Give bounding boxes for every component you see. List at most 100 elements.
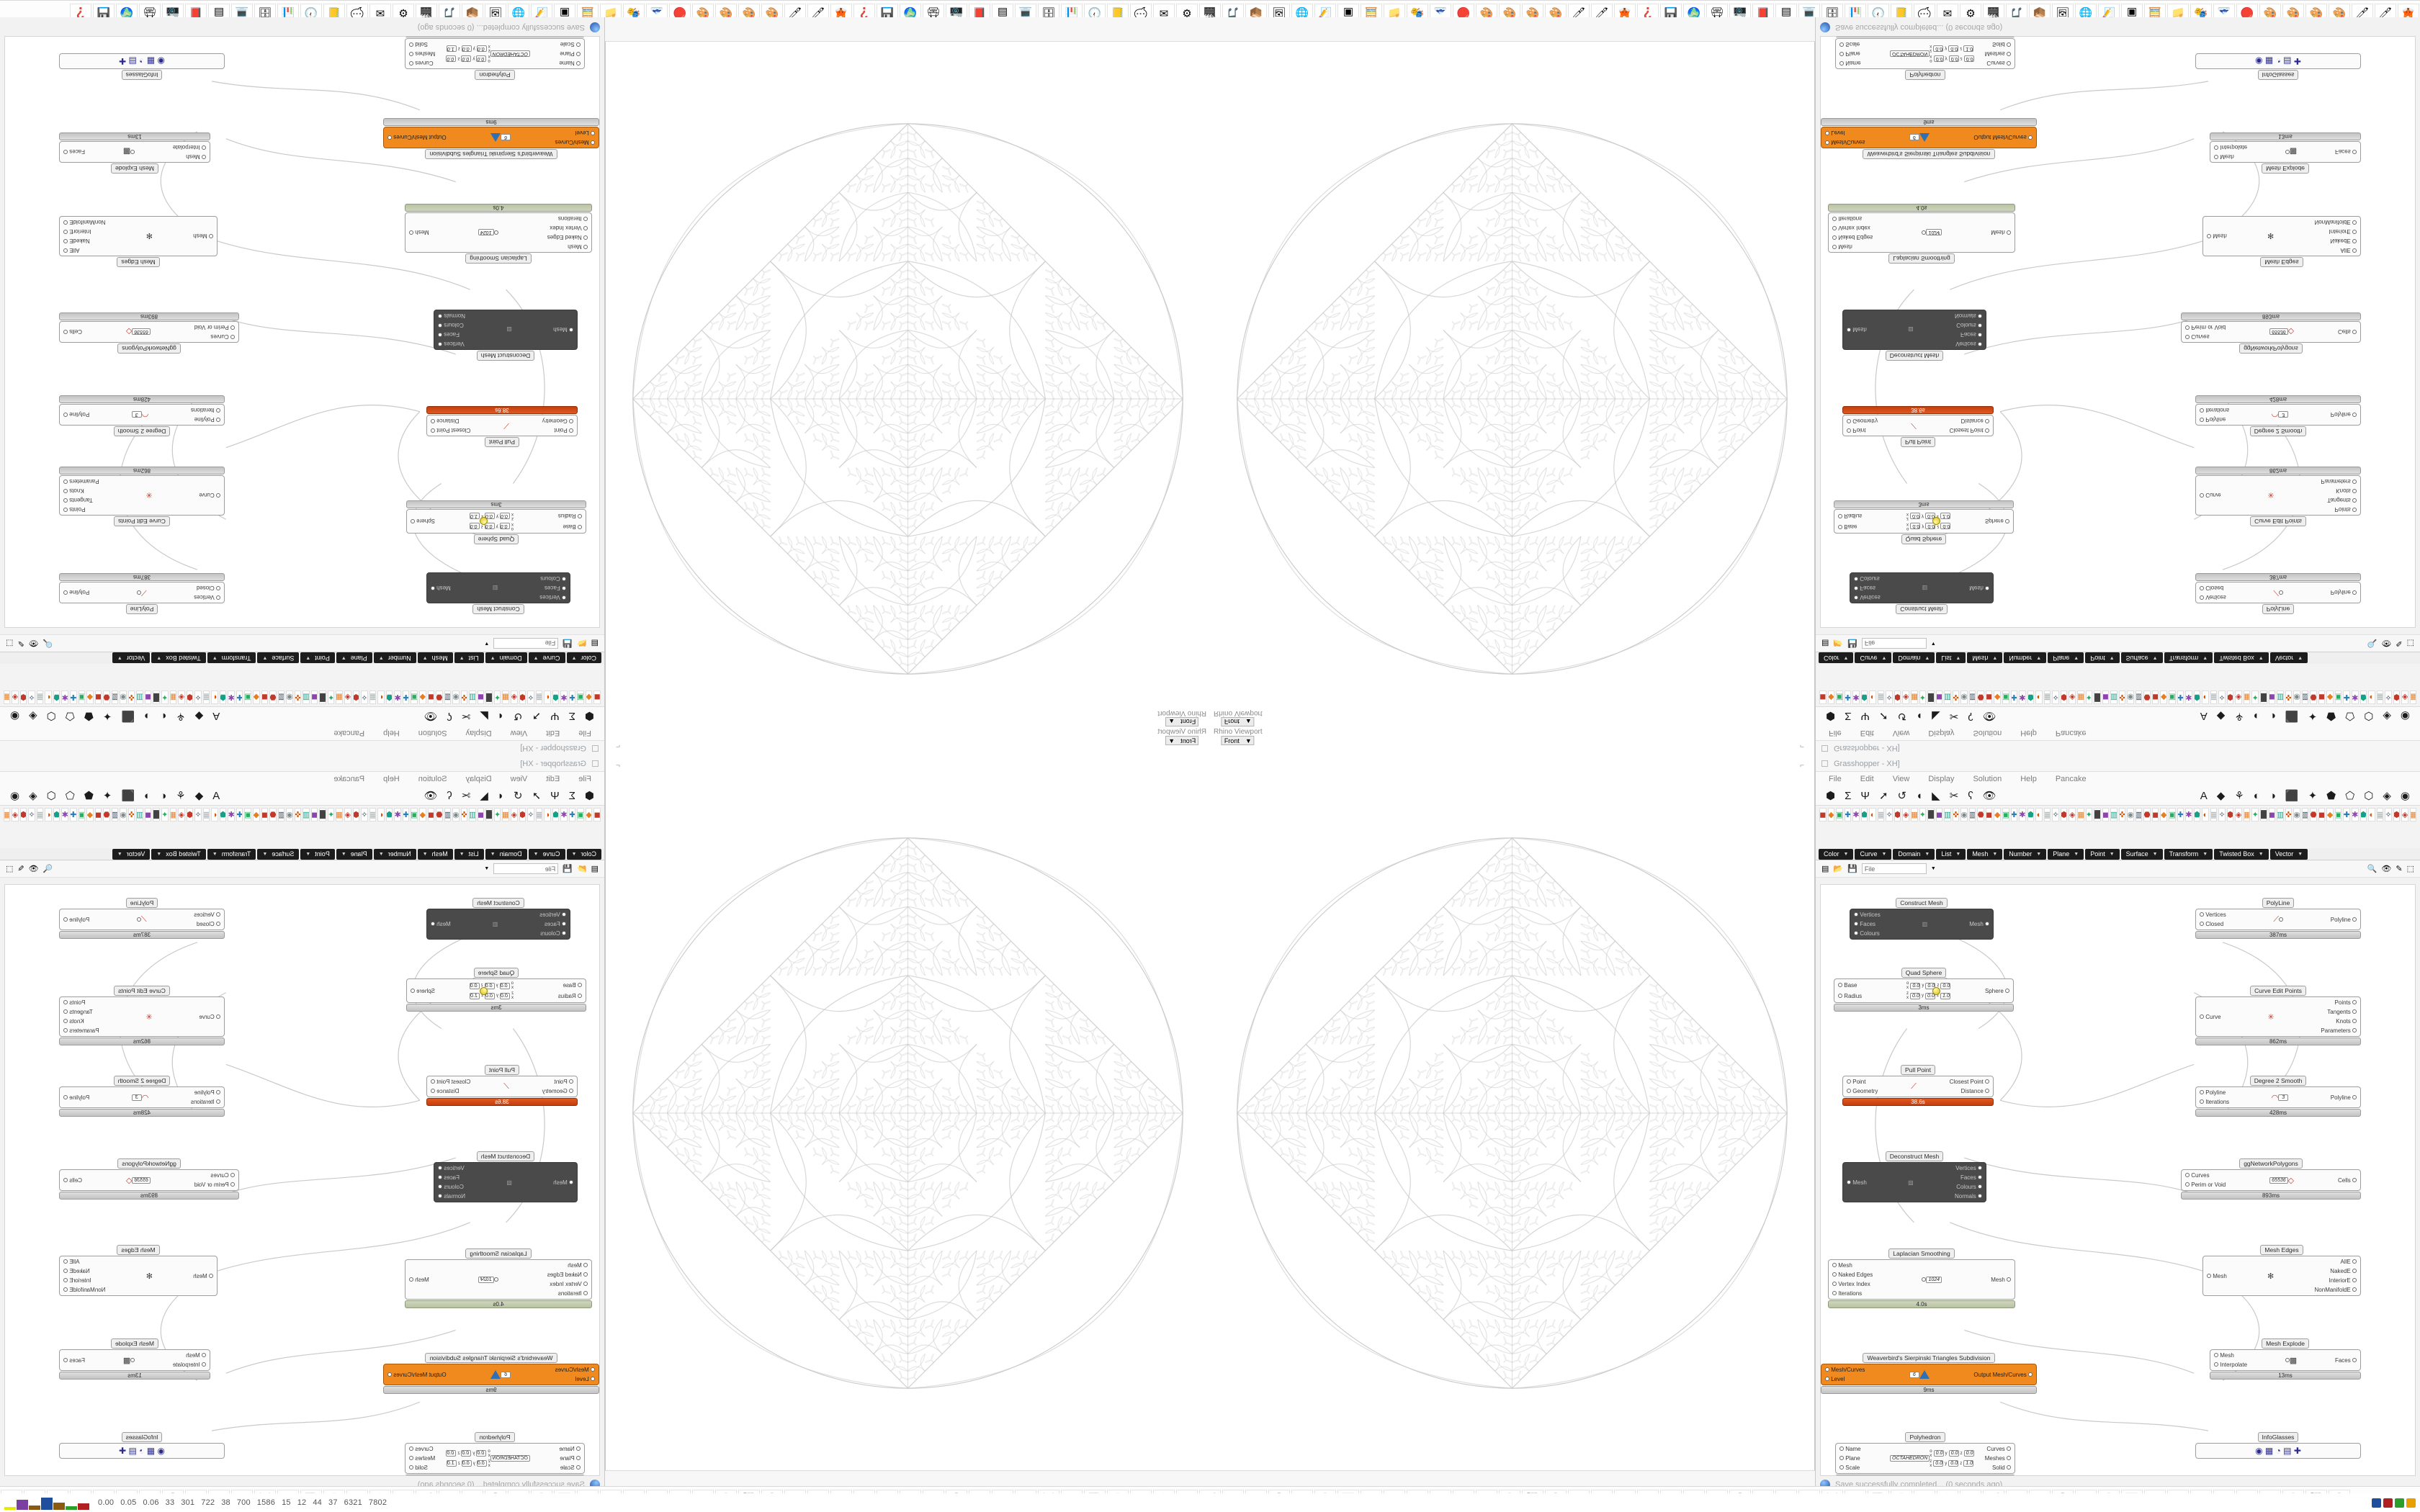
file-name-input[interactable]: File: [493, 863, 559, 874]
tab-point[interactable]: Point ▼: [2085, 652, 2120, 664]
node-port[interactable]: Faces: [2335, 149, 2357, 156]
node-port[interactable]: Mesh: [553, 1179, 573, 1186]
component-icon-45[interactable]: ⬟: [2193, 808, 2201, 822]
chevron-down-icon[interactable]: ▼: [571, 655, 577, 661]
component-icon-15[interactable]: ▥: [469, 808, 476, 822]
node-port[interactable]: Polyline: [2200, 416, 2229, 423]
maths-icon[interactable]: Σ: [1845, 789, 1852, 802]
node-port[interactable]: Plane: [559, 50, 581, 57]
port-dot[interactable]: [63, 480, 68, 484]
node-port[interactable]: Solid: [1985, 1464, 2011, 1471]
component-icon-9[interactable]: ⬢: [519, 690, 526, 704]
toolbar-right-icon-1[interactable]: ◆: [194, 710, 204, 722]
node-port[interactable]: Curves: [194, 333, 235, 340]
port-dot[interactable]: [63, 489, 68, 493]
node-port[interactable]: Mesh: [409, 1277, 429, 1283]
component-icon-44[interactable]: ✱: [2185, 690, 2192, 704]
component-icon-44[interactable]: ✱: [228, 808, 235, 822]
component-icon-21[interactable]: ◆: [1994, 690, 2002, 704]
port-dot[interactable]: [1832, 1291, 1837, 1295]
toolbar-right-icon-11[interactable]: ◉: [10, 710, 20, 722]
toolbar-right-icon-6[interactable]: ✦: [102, 790, 112, 802]
toolbar-right-icon-7[interactable]: ⬟: [84, 790, 94, 802]
component-icon-28[interactable]: ✧: [2052, 808, 2059, 822]
component-icon-26[interactable]: ◐: [377, 808, 385, 822]
node-port[interactable]: Parameters: [63, 1027, 99, 1034]
component-icon-13[interactable]: ⬛: [1927, 808, 1935, 822]
port-dot[interactable]: [583, 1282, 588, 1286]
menu-item-display[interactable]: Display: [1928, 775, 1955, 783]
port-dot[interactable]: [569, 1089, 573, 1093]
gh-node-info-glasses[interactable]: InfoGlasses ◉ ▦ ◔ ▤ ✚: [59, 1432, 225, 1459]
toolbar-right-icon-4[interactable]: ◑: [2269, 710, 2276, 723]
node-port[interactable]: Level: [555, 1376, 595, 1382]
component-icon-24[interactable]: ✱: [394, 808, 401, 822]
component-icon-55[interactable]: ▥: [2277, 690, 2284, 704]
port-dot[interactable]: [2352, 1287, 2357, 1292]
component-icon-41[interactable]: ◆: [253, 808, 260, 822]
transform-icon[interactable]: ʕ: [447, 789, 452, 802]
toolbar-right-icon-5[interactable]: ⬛: [121, 790, 135, 802]
node-port[interactable]: Naked Edges: [547, 234, 588, 240]
node-port[interactable]: Closest Point: [431, 427, 470, 433]
component-icon-60[interactable]: ◼: [94, 808, 102, 822]
port-dot[interactable]: [63, 330, 68, 335]
port-dot[interactable]: [1832, 217, 1837, 221]
tab-number[interactable]: Number ▼: [373, 848, 416, 860]
node-port[interactable]: Vertex Index: [1832, 225, 1873, 231]
node-port[interactable]: Cells: [63, 329, 82, 336]
node-port[interactable]: Knots: [2321, 1018, 2357, 1025]
component-icon-41[interactable]: ◆: [2160, 690, 2167, 704]
component-icon-68[interactable]: ✧: [2385, 808, 2392, 822]
port-dot[interactable]: [1839, 1456, 1844, 1460]
port-dot[interactable]: [438, 323, 442, 328]
chevron-down-icon[interactable]: ▼: [1930, 866, 1936, 871]
port-dot[interactable]: [63, 150, 68, 155]
gh-node-info-glasses[interactable]: InfoGlasses ◉ ▦ ◔ ▤ ✚: [2195, 1432, 2361, 1459]
port-dot[interactable]: [202, 1353, 206, 1357]
port-dot[interactable]: [2185, 325, 2190, 330]
tab-transform[interactable]: Transform ▼: [2164, 848, 2213, 860]
component-icon-61[interactable]: ◆: [2326, 690, 2334, 704]
node-port[interactable]: Normals: [1955, 1193, 1982, 1200]
node-port[interactable]: Meshes: [409, 50, 435, 57]
node-port[interactable]: Mesh: [1847, 1179, 1867, 1186]
port-dot[interactable]: [2352, 1028, 2357, 1032]
component-icon-14[interactable]: ◼: [1935, 690, 1943, 704]
tab-surface[interactable]: Surface ▼: [2120, 848, 2163, 860]
component-icon-9[interactable]: ⬢: [1894, 808, 1901, 822]
port-dot[interactable]: [1854, 912, 1858, 917]
gh-node-polyhedron[interactable]: Polyhedron Name Plane Scale OCTAHEDRON o x…: [1835, 1432, 2015, 1475]
display-icon[interactable]: 👁: [424, 790, 438, 802]
port-dot[interactable]: [1978, 314, 1982, 318]
node-port[interactable]: Curves: [409, 60, 435, 66]
port-dot[interactable]: [1832, 1272, 1837, 1277]
component-icon-1[interactable]: ◆: [1827, 690, 1835, 704]
transform-icon[interactable]: ʕ: [1968, 789, 1973, 802]
chevron-down-icon[interactable]: ▼: [2036, 655, 2042, 661]
toolbar-right-icon-0[interactable]: A: [212, 710, 220, 723]
file-name-input[interactable]: File: [1861, 638, 1927, 649]
component-icon-22[interactable]: ▣: [2002, 808, 2009, 822]
transform-icon[interactable]: ʕ: [1968, 710, 1973, 723]
port-dot[interactable]: [216, 912, 220, 917]
node-port[interactable]: Geometry: [1847, 1088, 1878, 1094]
port-dot[interactable]: [1847, 1179, 1851, 1184]
node-port[interactable]: Meshes: [1985, 50, 2011, 57]
component-icon-28[interactable]: ✧: [361, 690, 368, 704]
toolbar-right-icon-5[interactable]: ⬛: [121, 710, 135, 722]
component-icon-20[interactable]: ◼: [427, 808, 435, 822]
component-icon-26[interactable]: ◐: [2035, 808, 2043, 822]
port-dot[interactable]: [1832, 1282, 1837, 1286]
gh-node-mesh-edges[interactable]: Mesh Edges Mesh ✻ AllE NakedE InteriorE No…: [2202, 216, 2361, 267]
port-dot[interactable]: [409, 42, 413, 47]
component-icon-51[interactable]: ▦: [169, 808, 177, 822]
component-icon-1[interactable]: ◆: [1827, 808, 1835, 822]
port-dot[interactable]: [409, 1465, 413, 1470]
curve-icon[interactable]: ↺: [513, 710, 523, 722]
menu-item-pancake[interactable]: Pancake: [333, 729, 365, 737]
gh-node-laplacian-smoothing[interactable]: Laplacian Smoothing Mesh Naked Edges Ver…: [405, 1248, 592, 1308]
tab-plane[interactable]: Plane ▼: [336, 652, 372, 664]
component-icon-12[interactable]: ✦: [493, 808, 501, 822]
tab-color[interactable]: Color ▼: [1819, 848, 1854, 860]
